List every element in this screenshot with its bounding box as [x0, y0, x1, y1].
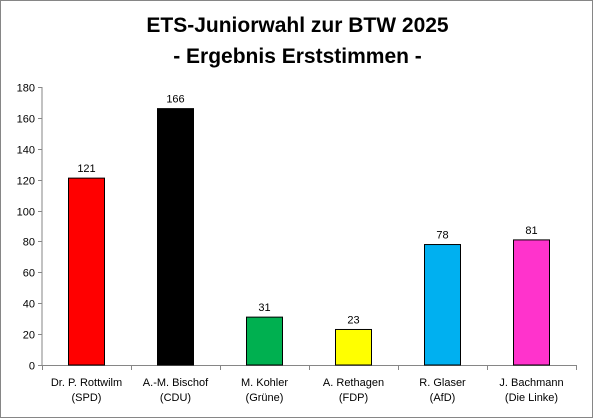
y-tick-label: 100 [17, 207, 35, 219]
bar [424, 244, 461, 366]
category-label: J. Bachmann [499, 377, 563, 389]
chart-subtitle: - Ergebnis Erststimmen - [173, 45, 422, 68]
category-label: M. Kohler [241, 377, 288, 389]
y-tick-label: 160 [17, 114, 35, 126]
category-sublabel: (Die Linke) [505, 392, 558, 404]
y-tick-label: 80 [23, 237, 35, 249]
category-label: A. Rethagen [323, 377, 384, 389]
category-labels: Dr. P. Rottwilm (SPD) A.-M. Bischof (CDU) M.… [51, 377, 564, 404]
data-label: 78 [436, 230, 448, 242]
data-label: 166 [166, 94, 184, 106]
category-sublabel: (CDU) [160, 392, 191, 404]
y-tick-label: 180 [17, 83, 35, 95]
data-label: 121 [77, 163, 95, 175]
y-tick-label: 60 [23, 268, 35, 280]
category-sublabel: (FDP) [339, 392, 368, 404]
category-sublabel: (SPD) [72, 392, 102, 404]
category-label: Dr. P. Rottwilm [51, 377, 122, 389]
bar [157, 108, 194, 366]
category-label: R. Glaser [419, 377, 466, 389]
y-tick-label: 140 [17, 145, 35, 157]
bar [335, 328, 372, 366]
y-tick-label: 120 [17, 176, 35, 188]
bar [513, 239, 550, 366]
chart-title: ETS-Juniorwahl zur BTW 2025 [146, 14, 449, 37]
category-label: A.-M. Bischof [143, 377, 209, 389]
data-label: 81 [525, 225, 537, 237]
data-label: 23 [347, 314, 359, 326]
y-tick-label: 20 [23, 330, 35, 342]
bar [68, 177, 105, 366]
category-sublabel: (AfD) [430, 392, 456, 404]
y-axis: 0 20 40 60 80 100 120 140 160 180 [17, 83, 43, 373]
data-label: 31 [258, 302, 270, 314]
data-labels: 121 166 31 23 78 81 [77, 94, 537, 327]
y-tick-label: 0 [29, 361, 35, 373]
bars [68, 108, 550, 366]
category-sublabel: (Grüne) [246, 392, 284, 404]
x-axis [42, 365, 577, 370]
y-tick-label: 40 [23, 299, 35, 311]
bar [246, 316, 283, 366]
